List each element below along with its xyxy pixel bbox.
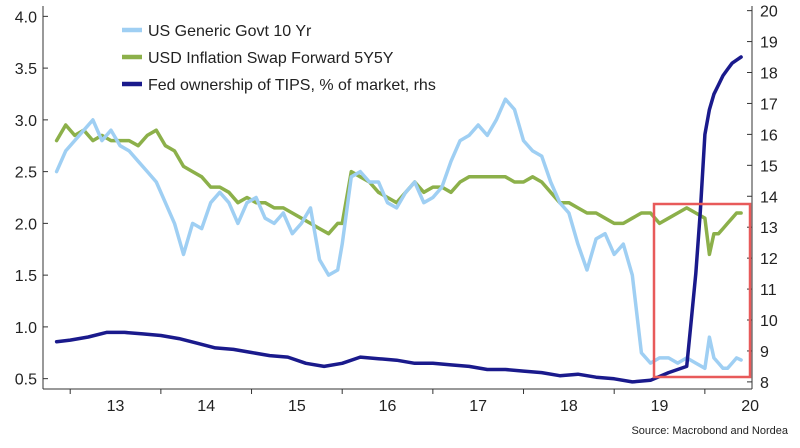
right-tick-label: 9 [760, 344, 769, 361]
right-tick-label: 13 [760, 220, 778, 237]
legend: US Generic Govt 10 Yr USD Inflation Swap … [122, 23, 436, 94]
legend-label: US Generic Govt 10 Yr [148, 23, 312, 40]
left-tick-label: 3.5 [15, 61, 37, 78]
right-tick-label: 18 [760, 66, 778, 83]
right-tick-label: 16 [760, 127, 778, 144]
source-label: Source: Macrobond and Nordea [631, 425, 788, 437]
x-tick-label: 14 [197, 398, 215, 415]
right-tick-label: 11 [760, 282, 777, 299]
x-tick-label: 18 [560, 398, 578, 415]
left-tick-label: 3.0 [15, 113, 37, 130]
x-tick-label: 19 [651, 398, 669, 415]
right-tick-label: 20 [760, 4, 778, 21]
series-lines [54, 55, 743, 384]
left-tick-label: 1.5 [15, 268, 37, 285]
legend-label: Fed ownership of TIPS, % of market, rhs [148, 77, 436, 94]
x-tick-label: 16 [379, 398, 397, 415]
right-tick-label: 10 [760, 313, 778, 330]
left-tick-label: 0.5 [15, 372, 37, 389]
right-tick-label: 14 [760, 189, 778, 206]
series-line [54, 97, 743, 371]
right-tick-label: 12 [760, 251, 778, 268]
x-tick-label: 13 [107, 398, 125, 415]
left-tick-label: 2.5 [15, 165, 37, 182]
right-tick-label: 19 [760, 35, 778, 52]
left-tick-label: 2.0 [15, 216, 37, 233]
x-tick-label: 15 [288, 398, 306, 415]
highlight-box [652, 202, 752, 379]
axes: 0.5 1.0 1.5 2.0 2.5 3.0 3.5 4.0 8 9 10 11 12 13 14 15 16… [15, 4, 778, 415]
x-tick-label: 17 [469, 398, 487, 415]
left-tick-label: 1.0 [15, 320, 37, 337]
left-tick-label: 4.0 [15, 9, 37, 26]
right-tick-label: 15 [760, 158, 778, 175]
x-tick-label: 20 [741, 398, 759, 415]
right-tick-label: 17 [760, 96, 778, 113]
right-tick-label: 8 [760, 375, 769, 392]
series-line [54, 55, 743, 384]
legend-label: USD Inflation Swap Forward 5Y5Y [148, 50, 394, 67]
